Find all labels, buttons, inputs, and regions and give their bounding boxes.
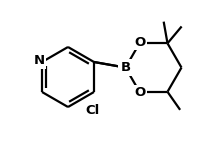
Text: N: N	[33, 55, 45, 67]
Text: O: O	[135, 86, 146, 99]
Text: B: B	[121, 61, 131, 74]
Text: O: O	[135, 36, 146, 49]
Text: Cl: Cl	[86, 104, 100, 117]
